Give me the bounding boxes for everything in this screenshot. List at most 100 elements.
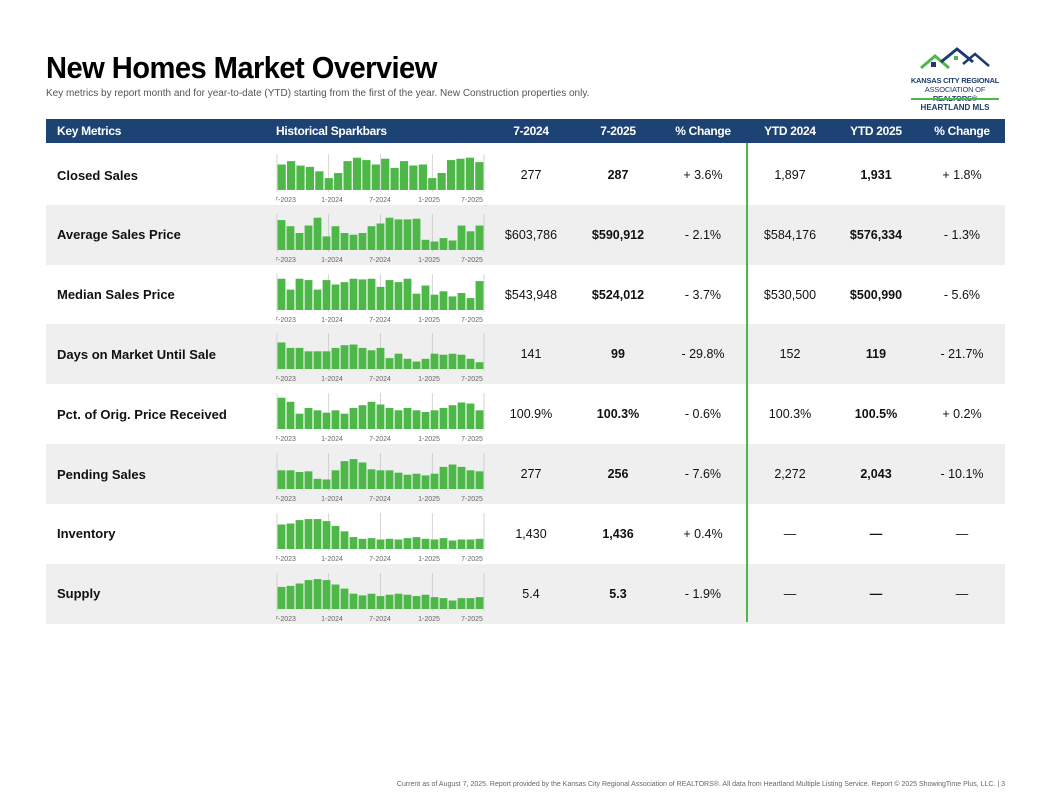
pct-change-value: - 7.6% (684, 467, 722, 481)
sparkbar-tick-label: 7-2023 (276, 257, 296, 264)
sparkbar-bar (376, 539, 385, 549)
sparkbar-bar (475, 410, 484, 430)
sparkbar-bar (322, 579, 331, 609)
sparkbar-bar (439, 355, 448, 370)
sparkbar-bar (313, 351, 322, 370)
sparkbar-bar (331, 470, 340, 489)
sparkbar-bar (286, 585, 295, 609)
sparkbar-bar (475, 280, 484, 310)
table-row: Pending Sales 277 256 - 7.6% 2,272 2,043 - 10.… (46, 444, 1005, 504)
sparkbar-bar (412, 536, 421, 549)
sparkbar-bar (286, 523, 295, 549)
sparkbar-bar (349, 344, 358, 370)
sparkbar-bar (466, 470, 475, 489)
month1-value: 5.4 (522, 586, 540, 601)
sparkbar-tick-label: 7-2025 (461, 376, 483, 383)
sparkbar-bar (466, 359, 475, 370)
table-row: Closed Sales 277 287 + 3.6% 1,897 1,931 + 1.8%… (46, 145, 1005, 205)
sparkbar-bar (295, 413, 304, 430)
header-sparkbars: Historical Sparkbars (276, 124, 387, 138)
sparkbar-bar (390, 167, 399, 190)
sparkbar-bar (358, 278, 367, 310)
pct-change-value: + 0.4% (683, 526, 723, 541)
sparkbar-bar (358, 594, 367, 609)
ytd1-value: $530,500 (763, 287, 817, 302)
sparkbar-bar (358, 462, 367, 489)
sparkbar-bar (286, 289, 295, 310)
sparkbar-bar (349, 459, 358, 489)
sparkbar-bar (295, 348, 304, 370)
pct-change-value: - 1.9% (684, 586, 722, 601)
month2-value: 256 (607, 467, 629, 481)
sparkbar-tick-label: 7-2023 (276, 556, 296, 563)
sparkbar-bar (439, 537, 448, 549)
sparkbar-bar (349, 408, 358, 430)
sparkbar-bar (331, 410, 340, 430)
sparkbar-bar (475, 362, 484, 370)
sparkbar-bar (313, 578, 322, 609)
sparkbar-tick-label: 1-2025 (418, 496, 440, 503)
sparkbar-bar (277, 342, 286, 370)
sparkbar-bar (403, 474, 412, 489)
sparkbar-bar (349, 536, 358, 549)
sparkbar-bar (295, 519, 304, 549)
month1-value: 141 (520, 347, 542, 362)
sparkbar-tick-label: 7-2024 (369, 257, 391, 264)
month2-value: 287 (607, 168, 629, 182)
header-pct-change: % Change (675, 124, 731, 138)
sparkbar-bar (475, 471, 484, 489)
sparkbar-bar (331, 284, 340, 310)
sparkbar-tick-label: 1-2025 (418, 257, 440, 264)
table-row: Pct. of Orig. Price Received 100.9% 100.3%… (46, 384, 1005, 444)
sparkbar-bar (277, 278, 286, 310)
sparkbar-bar (385, 217, 394, 250)
sparkbar-bar (376, 404, 385, 430)
sparkbar-tick-label: 7-2023 (276, 616, 296, 623)
sparkbar-bar (304, 225, 313, 250)
sparkbar-bar (439, 408, 448, 430)
ytd2-value: 119 (865, 347, 887, 362)
sparkbar-bar (394, 472, 403, 489)
sparkbar-bar (331, 584, 340, 609)
sparkbar-bar (446, 160, 456, 190)
ytd-pct-change-value: - 1.3% (943, 227, 981, 242)
page-title: New Homes Market Overview (46, 50, 437, 85)
sparkbar-bar (448, 540, 457, 549)
pct-change-value: - 0.6% (684, 407, 722, 422)
sparkbar-bar (376, 223, 385, 250)
footer-note: Current as of August 7, 2025. Report pro… (396, 781, 1005, 788)
metric-label: Closed Sales (57, 167, 138, 183)
sparkbar-tick-label: 7-2024 (369, 317, 391, 324)
sparkbar-bar (286, 401, 295, 430)
sparkbar-tick-label: 7-2025 (461, 556, 483, 563)
sparkbar-tick-label: 1-2025 (418, 197, 440, 204)
metric-label: Pending Sales (57, 466, 146, 482)
sparkbar-bar (457, 292, 466, 310)
table-header: Key Metrics Historical Sparkbars 7-2024 … (46, 119, 1005, 143)
ytd1-value: — (783, 526, 797, 541)
sparkbar-bar (457, 225, 466, 250)
ytd-pct-change-value: + 1.8% (942, 168, 982, 182)
sparkbar-tick-label: 7-2025 (461, 496, 483, 503)
metric-label: Supply (57, 586, 101, 602)
sparkbar-bar (349, 234, 358, 250)
sparkbar-bar (430, 410, 439, 430)
pct-change-value: - 29.8% (681, 347, 725, 362)
ytd2-value: 1,931 (860, 168, 892, 182)
sparkbar-bar (403, 219, 412, 250)
sparkbar-bar (430, 539, 439, 549)
ytd2-value: 2,043 (860, 467, 892, 481)
sparkbar-tick-label: 7-2025 (461, 197, 483, 204)
sparkbar-bar (394, 539, 403, 549)
ytd2-value: 100.5% (854, 407, 898, 422)
sparkbar-bar (475, 538, 484, 549)
metric-label: Median Sales Price (57, 287, 175, 303)
sparkbar-bar (475, 225, 484, 250)
month1-value: $543,948 (504, 287, 558, 302)
sparkbar-bar (277, 397, 286, 430)
sparkbar-bar (367, 469, 376, 489)
sparkbar-bar (313, 410, 322, 430)
sparkbar-bar (376, 348, 385, 370)
pct-change-value: - 3.7% (684, 287, 722, 302)
ytd1-value: 1,897 (774, 168, 806, 182)
